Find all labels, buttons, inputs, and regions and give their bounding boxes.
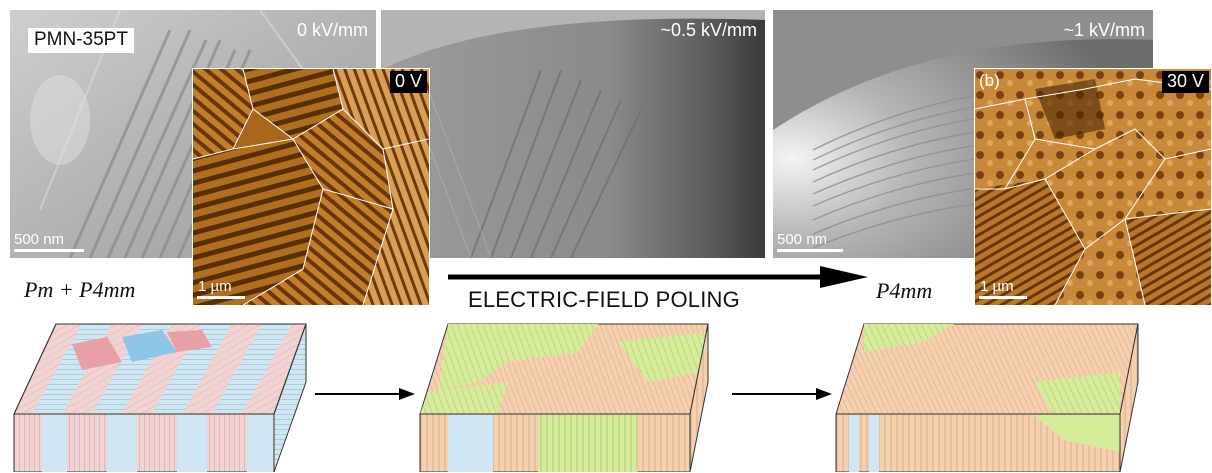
tem-scale-text-2: 500 nm (777, 231, 828, 248)
step-arrow-1 (315, 388, 415, 400)
domain-block-after (835, 323, 1139, 472)
poling-arrow (448, 266, 868, 288)
afm-scale-text-1: 1 µm (980, 278, 1014, 295)
field-label-0: 0 kV/mm (296, 20, 368, 40)
afm-scalebar-1 (979, 296, 1027, 299)
afm-image-0v: 0 V 1 µm (192, 68, 430, 306)
panel-tag: (b) (979, 71, 1000, 90)
domain-block-before (13, 323, 307, 472)
field-label-2: ~1 kV/mm (1063, 20, 1145, 40)
step-arrow-2 (732, 388, 832, 400)
afm-image-30v: (b) 30 V 1 µm (974, 68, 1212, 306)
tem-scale-text-0: 500 nm (14, 231, 65, 248)
tem-micrograph (381, 10, 765, 258)
afm-scale-text-0: 1 µm (198, 278, 232, 295)
phase-after: P4mm (876, 278, 933, 303)
pfm-micrograph (193, 69, 429, 305)
phase-before: Pm + P4mm (24, 277, 136, 302)
tem-image-05kv: ~0.5 kV/mm (381, 10, 765, 258)
sample-label: PMN-35PT (28, 28, 134, 53)
tem-scalebar-2 (777, 249, 843, 252)
domain-block-intermediate (419, 323, 709, 472)
afm-voltage-0: 0 V (389, 71, 427, 93)
tem-scalebar-0 (14, 249, 84, 252)
field-label-1: ~0.5 kV/mm (660, 20, 757, 40)
poling-label: ELECTRIC-FIELD POLING (468, 287, 740, 312)
pfm-micrograph (975, 69, 1211, 305)
afm-voltage-1: 30 V (1161, 71, 1209, 93)
afm-scalebar-0 (197, 296, 245, 299)
